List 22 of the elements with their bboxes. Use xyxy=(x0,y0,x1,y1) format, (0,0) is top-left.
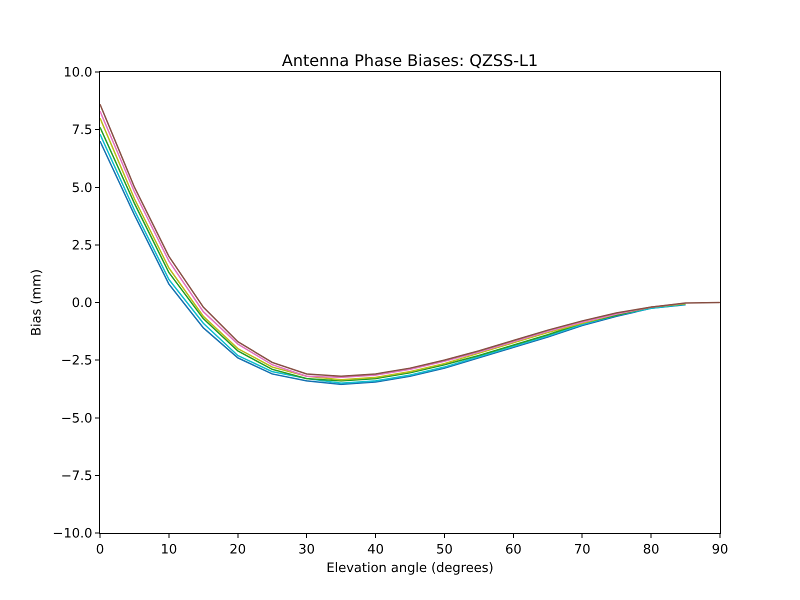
y-tick-label: −10.0 xyxy=(52,526,92,542)
y-tick-label: 2.5 xyxy=(72,238,92,254)
y-tick-label: 7.5 xyxy=(72,123,92,138)
y-tick-label: 5.0 xyxy=(72,180,92,196)
y-tick-label: −7.5 xyxy=(60,468,92,484)
y-tick-label: −5.0 xyxy=(60,411,92,426)
y-tick-label: 0.0 xyxy=(72,296,92,312)
x-tick-label: 70 xyxy=(574,542,590,558)
y-axis-title: Bias (mm) xyxy=(30,269,45,336)
y-tick-label: 10.0 xyxy=(63,66,92,81)
x-tick-label: 90 xyxy=(712,542,728,558)
x-tick-label: 0 xyxy=(96,542,104,558)
x-tick-label: 20 xyxy=(230,542,246,558)
x-tick-label: 40 xyxy=(367,542,384,558)
x-tick-label: 80 xyxy=(642,542,660,558)
x-tick-label: 50 xyxy=(436,542,453,558)
x-axis-title: Elevation angle (degrees) xyxy=(326,561,494,576)
chart-title: Antenna Phase Biases: QZSS-L1 xyxy=(282,51,538,70)
x-tick-label: 30 xyxy=(298,542,315,558)
y-tick-label: −2.5 xyxy=(60,354,92,369)
x-tick-label: 10 xyxy=(160,542,178,558)
x-tick-label: 60 xyxy=(505,542,522,558)
